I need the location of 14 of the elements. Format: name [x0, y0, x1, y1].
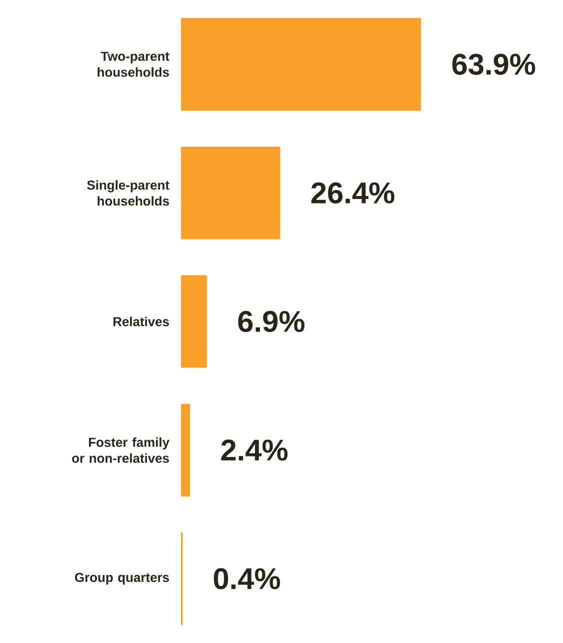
- bar: [180, 146, 280, 240]
- bar: [180, 404, 190, 496]
- y-tick-label: Foster family or non-relatives: [72, 437, 170, 463]
- y-tick-label: Single-parent households: [87, 180, 170, 206]
- data-label: 0.4%: [214, 568, 280, 590]
- y-tick-label: Relatives: [113, 316, 169, 326]
- data-label: 6.9%: [238, 310, 304, 332]
- data-label: 26.4%: [311, 182, 394, 204]
- bar: [180, 18, 422, 111]
- y-tick-label: Group quarters: [75, 572, 169, 585]
- data-label: 2.4%: [221, 440, 288, 461]
- bar: [180, 275, 207, 368]
- data-label: 63.9%: [452, 54, 536, 75]
- y-tick-label: Two-parent households: [98, 52, 170, 77]
